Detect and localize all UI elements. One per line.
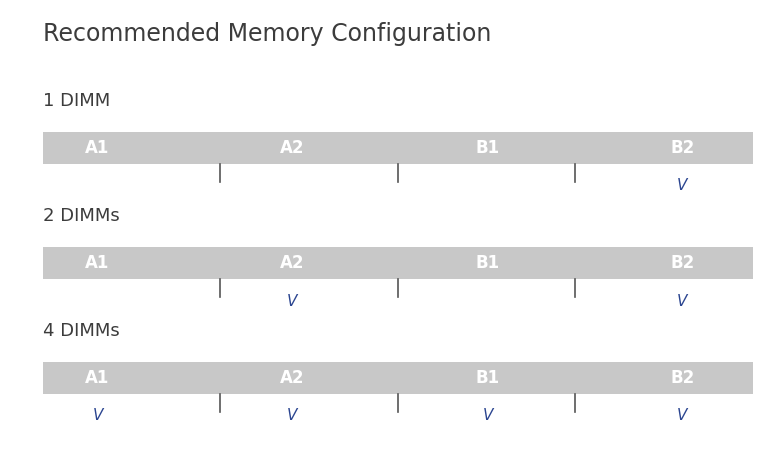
- Text: B1: B1: [476, 254, 499, 272]
- Text: B1: B1: [476, 139, 499, 157]
- Text: A1: A1: [85, 254, 110, 272]
- Text: B1: B1: [476, 369, 499, 387]
- Text: V: V: [287, 409, 298, 424]
- Text: A2: A2: [280, 369, 305, 387]
- Bar: [43, 362, 753, 394]
- Text: V: V: [677, 178, 688, 193]
- Text: V: V: [677, 293, 688, 309]
- Text: B2: B2: [670, 254, 695, 272]
- Text: B2: B2: [670, 139, 695, 157]
- Text: V: V: [92, 409, 103, 424]
- Text: V: V: [482, 409, 493, 424]
- Text: Recommended Memory Configuration: Recommended Memory Configuration: [43, 22, 491, 46]
- Text: 4 DIMMs: 4 DIMMs: [43, 322, 119, 340]
- Text: A2: A2: [280, 254, 305, 272]
- Text: V: V: [287, 293, 298, 309]
- Text: B2: B2: [670, 369, 695, 387]
- Text: 2 DIMMs: 2 DIMMs: [43, 207, 119, 225]
- Bar: [43, 247, 753, 279]
- Text: A2: A2: [280, 139, 305, 157]
- Bar: [43, 132, 753, 164]
- Text: A1: A1: [85, 369, 110, 387]
- Text: 1 DIMM: 1 DIMM: [43, 92, 110, 110]
- Text: A1: A1: [85, 139, 110, 157]
- Text: V: V: [677, 409, 688, 424]
